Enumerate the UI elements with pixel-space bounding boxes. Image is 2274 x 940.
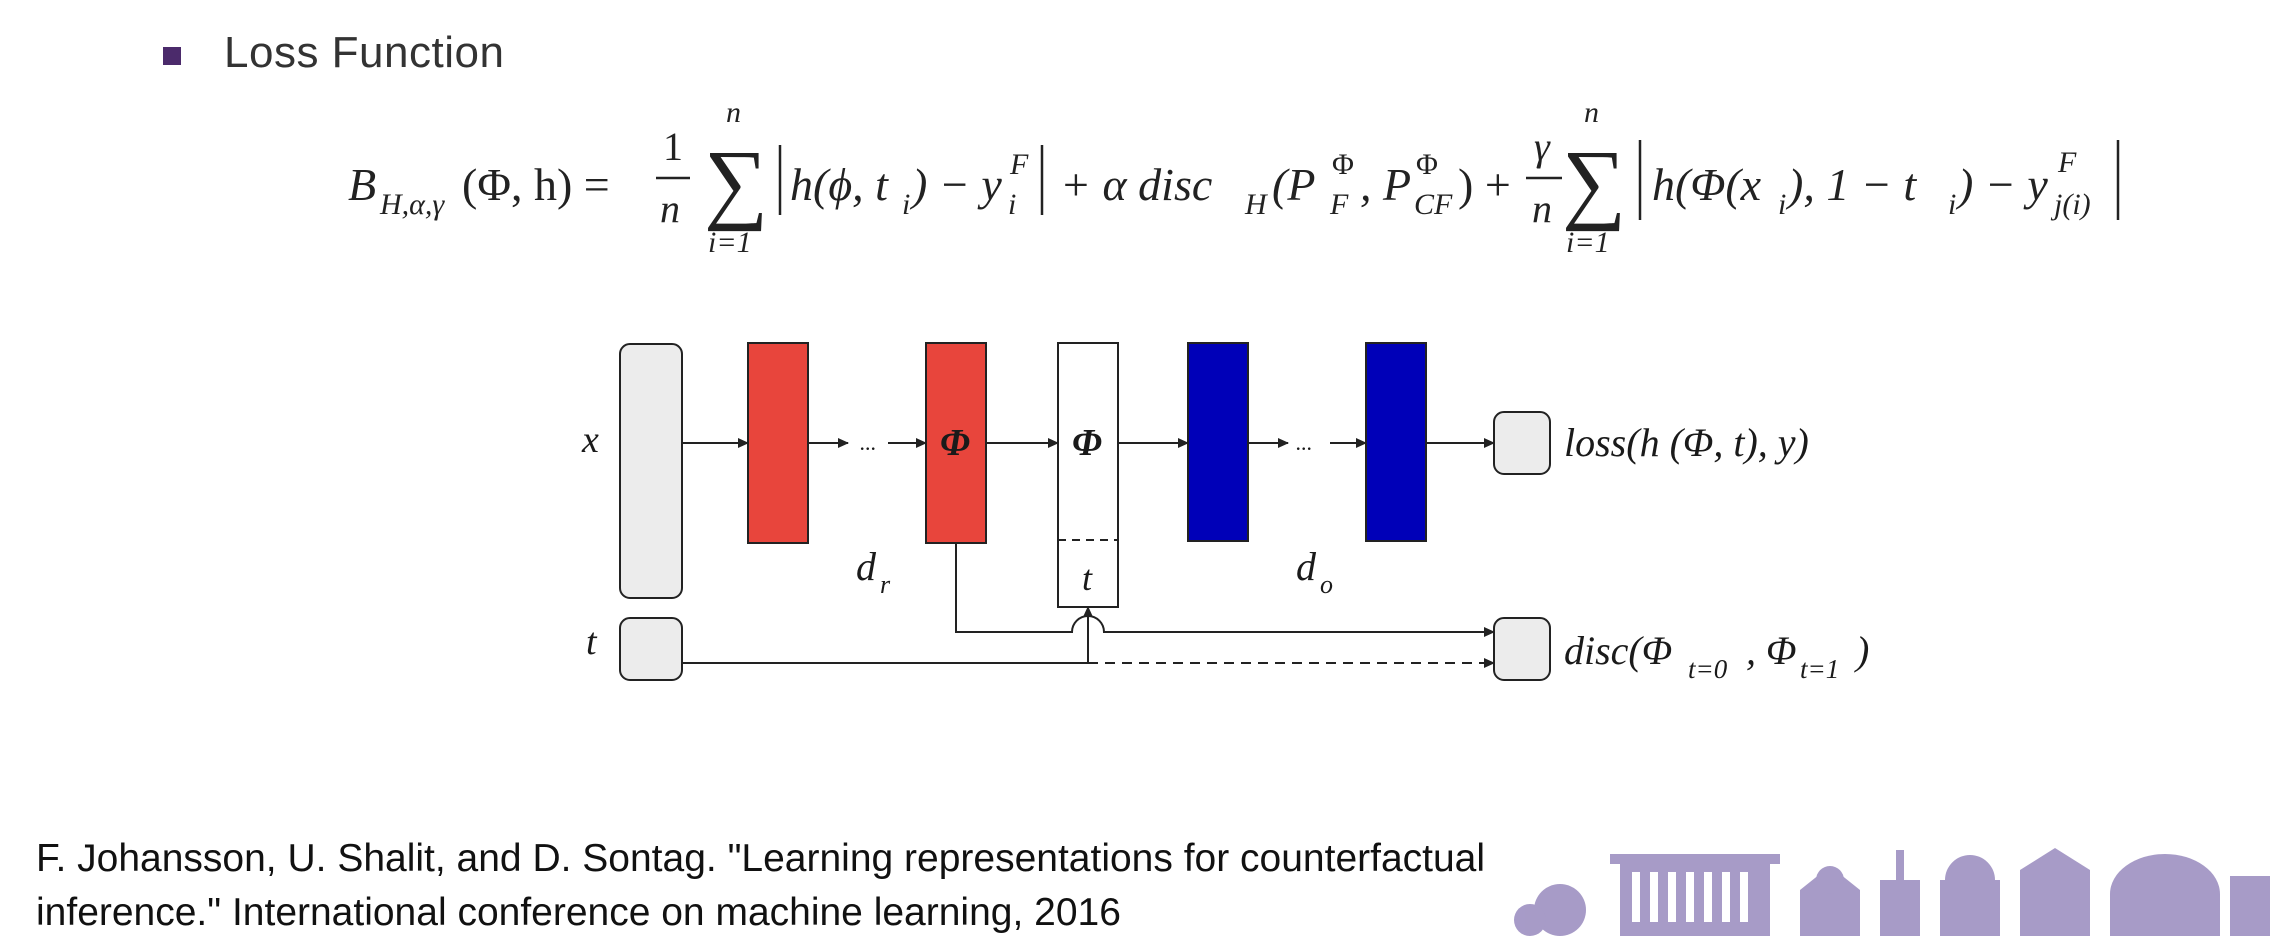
disc-sub0: t=0 [1688,654,1728,684]
eq-sum1-sign: ∑ [704,133,768,232]
eq-term3-sub3: j(i) [2050,188,2091,221]
eq-frac1-den: n [660,186,680,231]
disc-output-box [1493,617,1551,681]
citation-line-1: F. Johansson, U. Shalit, and D. Sontag. … [36,837,1486,880]
outcome-layer-2 [1365,342,1427,542]
disc-label: disc(Φ [1564,628,1672,673]
eq-comma-p: , P [1360,159,1411,210]
d-o-label: d [1296,544,1317,589]
eq-term3: h(Φ(x [1652,159,1762,210]
d-r-sub: r [880,570,891,599]
input-x-label: x [581,419,599,461]
bullet-marker [163,47,181,65]
phi-t-concat-box [1057,342,1119,608]
citation-line-2: inference." International conference on … [36,891,1121,934]
eq-term3-mid: ), 1 − t [1785,159,1917,210]
loss-label: loss(h (Φ, t), y) [1564,420,1809,465]
eq-disc-open: (P [1272,159,1315,210]
input-x-box [619,343,683,599]
eq-term1: h(ϕ, t [790,159,889,210]
loss-equation: B H,α,γ (Φ, h) = 1 n n ∑ i=1 h(ϕ, t i ) … [348,96,2120,259]
eq-p1-sub: F [1329,188,1349,221]
eq-plus-disc: + α disc [1060,159,1212,210]
eq-sum1-bottom: i=1 [708,226,752,259]
disc-end: ) [1854,628,1869,673]
eq-frac2-den: n [1532,186,1552,231]
eq-sum1-top: n [726,96,741,129]
ellipsis-representation: ... [860,430,877,455]
representation-layer-1 [747,342,809,544]
eq-p2-sub: CF [1414,188,1453,221]
eq-sum2-sign: ∑ [1562,133,1626,232]
d-r-label: d [856,544,877,589]
bullet-heading: Loss Function [224,28,505,77]
outcome-layer-1 [1187,342,1249,542]
eq-sum2-top: n [1584,96,1599,129]
input-t-box [619,617,683,681]
eq-term1-sub2: i [1008,188,1016,221]
input-t-label: t [586,621,598,663]
eq-sum2-bottom: i=1 [1566,226,1610,259]
arrow-phi-to-disc [955,543,1495,637]
eq-frac2-num: γ [1534,124,1551,169]
d-o-sub: o [1320,570,1333,599]
eq-term1-mid: ) − y [909,159,1002,210]
campus-skyline-logo [1514,848,2270,936]
eq-lhs-sub: H,α,γ [379,188,445,221]
phi-label-red: Φ [940,422,970,464]
eq-p1-sup: Φ [1332,148,1354,181]
eq-term3-end: ) − y [1955,159,2048,210]
architecture-diagram: x t Φ Φ t ... ... d r d o loss(h (Φ, t),… [581,342,1869,684]
phi-label-concat: Φ [1072,422,1102,464]
loss-output-box [1493,411,1551,475]
eq-frac1-num: 1 [663,124,683,169]
eq-disc-sub: H [1244,188,1269,221]
eq-term3-sub: i [1778,188,1786,221]
citation: F. Johansson, U. Shalit, and D. Sontag. … [36,832,1485,940]
eq-lhs-args: (Φ, h) = [462,159,610,210]
eq-term3-sup: F [2057,146,2077,179]
eq-term3-sub2: i [1948,188,1956,221]
eq-lhs: B [348,159,376,210]
ellipsis-outcome: ... [1296,430,1313,455]
t-label-concat: t [1082,558,1093,598]
eq-disc-close: ) + [1458,159,1511,210]
eq-term1-sup: F [1009,148,1029,181]
eq-p2-sup: Φ [1416,148,1438,181]
disc-mid: , Φ [1746,628,1796,673]
disc-sub1: t=1 [1800,654,1839,684]
eq-term1-sub: i [902,188,910,221]
